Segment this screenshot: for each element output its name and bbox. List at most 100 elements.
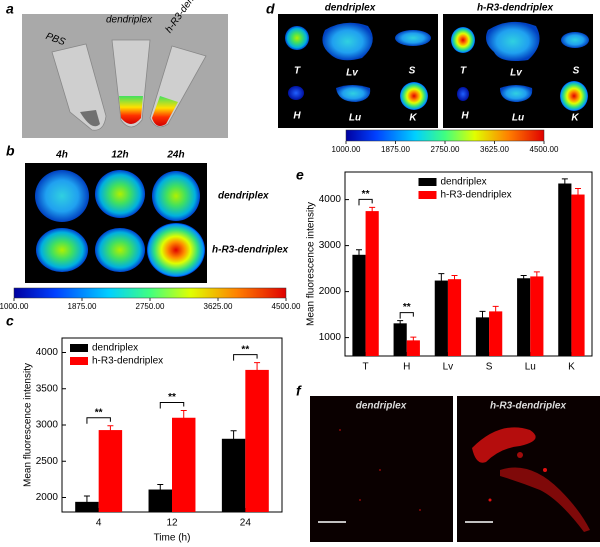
bar (245, 369, 269, 512)
image-title: h-R3-dendriplex (477, 3, 554, 14)
x-tick-label: K (568, 362, 575, 373)
error-bar (180, 410, 187, 425)
x-axis-label: Time (h) (154, 533, 191, 544)
x-tick-label: S (486, 362, 493, 373)
colorbar-label: 1000.00 (332, 145, 361, 154)
error-bar (254, 362, 261, 378)
significance-bracket (86, 417, 111, 424)
plot-frame (344, 171, 593, 357)
y-tick-label: 3500 (36, 383, 59, 394)
bar (571, 194, 585, 356)
significance-bracket (358, 198, 373, 206)
panel-letter: d (266, 1, 275, 17)
significance-label: ** (168, 392, 176, 403)
colorbar-label: 2750.00 (431, 145, 460, 154)
error-bar (107, 425, 114, 435)
y-tick-label: 2500 (36, 456, 59, 467)
error-bar (438, 273, 445, 288)
significance-label: ** (362, 189, 370, 200)
colorbar-label: 1000.00 (0, 302, 29, 311)
bar (447, 279, 462, 356)
bar (98, 430, 123, 512)
error-bar (157, 483, 164, 495)
organ-label: H (461, 111, 469, 122)
legend-swatch (418, 178, 437, 186)
bar (148, 489, 172, 512)
organ-label: Lu (349, 113, 361, 124)
column-title: 12h (111, 150, 128, 161)
image-title: h-R3-dendriplex (490, 401, 567, 412)
x-tick-label: H (403, 362, 410, 373)
row-label: h-R3-dendriplex (212, 245, 289, 256)
colorbar-label: 3625.00 (480, 145, 509, 154)
bar (558, 183, 572, 356)
bar (434, 280, 448, 356)
x-tick-label: 4 (96, 518, 102, 529)
legend-label: h-R3-dendriplex (92, 356, 163, 367)
significance-label: ** (241, 344, 249, 355)
organ-label: H (293, 111, 301, 122)
colorbar: 1000.00 1875.00 2750.00 3625.00 4500.00 (332, 129, 559, 154)
legend-swatch (70, 357, 88, 365)
x-tick-label: 12 (166, 518, 178, 529)
y-axis-label: Mean fluorescence intensity (23, 363, 34, 487)
panel-letter: a (6, 1, 14, 17)
y-tick-label: 3000 (36, 420, 59, 431)
image-title: dendriplex (356, 401, 407, 412)
panel-letter: f (296, 383, 302, 399)
error-bar (355, 249, 362, 260)
column-title: 4h (55, 150, 68, 161)
significance-bracket (399, 312, 414, 319)
colorbar: 1000.00 1875.00 2750.00 3625.00 4500.00 (0, 287, 301, 311)
bar (393, 323, 407, 356)
error-bar (451, 275, 458, 283)
y-tick-label: 1000 (319, 332, 342, 343)
colorbar-label: 2750.00 (136, 302, 165, 311)
tube-tip (152, 96, 178, 126)
legend-label: dendriplex (441, 177, 487, 188)
x-tick-label: Lv (443, 362, 454, 373)
y-tick-label: 4000 (36, 347, 59, 358)
error-bar (397, 320, 404, 327)
bar (530, 276, 544, 356)
error-bar (230, 430, 237, 447)
colorbar-label: 3625.00 (204, 302, 233, 311)
organ-label: S (573, 66, 580, 77)
legend-label: dendriplex (92, 343, 138, 354)
bar (172, 417, 196, 512)
y-tick-label: 3000 (319, 240, 342, 251)
legend-swatch (418, 191, 437, 199)
organ-label: Lv (346, 68, 359, 79)
fluorescence-image (285, 21, 589, 111)
y-tick-label: 4000 (319, 194, 342, 205)
bar (221, 438, 246, 512)
organ-label: T (460, 66, 467, 77)
error-bar (410, 336, 417, 344)
tube-label: dendriplex (106, 15, 153, 26)
colorbar-label: 1875.00 (68, 302, 97, 311)
organ-label: T (294, 66, 301, 77)
fluorescence-signal (339, 427, 590, 532)
y-tick-label: 2000 (36, 492, 59, 503)
organ-label: S (409, 66, 416, 77)
legend-swatch (70, 344, 88, 352)
organ-label: Lu (512, 113, 524, 124)
image-title: dendriplex (325, 3, 376, 14)
tube-tip (119, 96, 143, 124)
column-title: 24h (166, 150, 184, 161)
error-bar (575, 188, 582, 201)
error-bar (533, 271, 540, 282)
colorbar-label: 1875.00 (381, 145, 410, 154)
bar (489, 311, 503, 356)
organ-labels: T Lv S H Lu K T Lv S H Lu K (293, 66, 579, 124)
organ-label: K (409, 113, 417, 124)
colorbar-label: 4500.00 (530, 145, 559, 154)
colorbar-scale (345, 129, 545, 142)
bar (352, 254, 366, 356)
row-label: dendriplex (218, 191, 269, 202)
image (310, 396, 453, 542)
x-tick-label: T (363, 362, 369, 373)
error-bar (369, 206, 376, 215)
